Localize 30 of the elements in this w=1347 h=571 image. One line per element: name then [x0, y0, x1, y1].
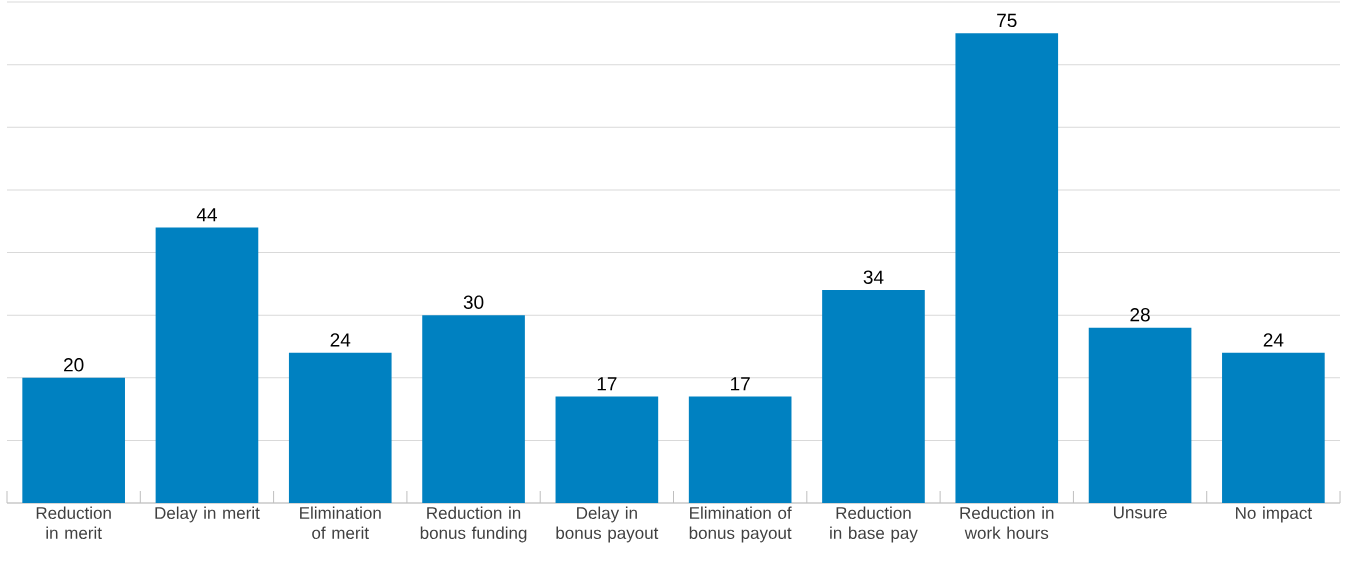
- bar: [1222, 352, 1325, 503]
- x-tick-label: Reduction in work hours: [960, 506, 1054, 540]
- data-label: 20: [64, 358, 84, 372]
- x-tick-label: Reduction in base pay: [830, 506, 918, 543]
- x-tick-label: No impact: [1236, 506, 1312, 523]
- x-tick-label: Delay in bonus payout: [556, 506, 659, 543]
- x-tick-label: Unsure: [1113, 506, 1167, 519]
- x-tick-label: Elimination of bonus payout: [689, 506, 792, 543]
- bar: [22, 377, 125, 503]
- bar: [288, 352, 392, 503]
- data-label: 28: [1130, 308, 1150, 322]
- bar: [1088, 327, 1192, 503]
- x-tick-label: Elimination of merit: [300, 506, 381, 540]
- bar: [422, 315, 525, 503]
- data-label: 24: [330, 333, 351, 347]
- data-label: 17: [731, 377, 750, 391]
- bar: [822, 290, 925, 503]
- data-label: 17: [597, 377, 617, 391]
- bar: [955, 33, 1059, 503]
- bar: [155, 227, 259, 503]
- data-label: 34: [863, 270, 884, 284]
- x-tick-label: Reduction in bonus funding: [420, 506, 527, 543]
- data-label: 44: [196, 208, 217, 222]
- bar: [555, 396, 659, 503]
- data-label: 30: [463, 295, 484, 309]
- bar: [688, 396, 792, 503]
- data-label: 24: [1263, 333, 1284, 347]
- x-tick-label: Reduction in merit: [36, 506, 111, 540]
- x-tick-label: Delay in merit: [155, 506, 260, 523]
- data-label: 75: [997, 13, 1017, 28]
